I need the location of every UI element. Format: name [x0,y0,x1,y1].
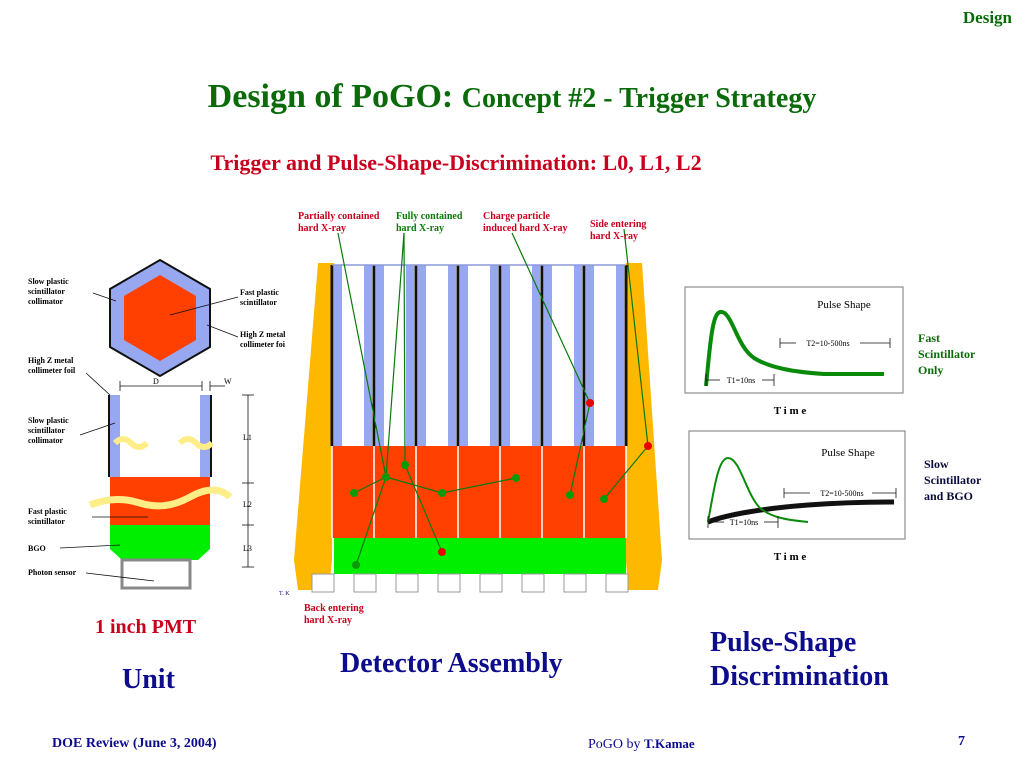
slow-side-line-3: and BGO [924,489,974,503]
photon-sensor [605,573,629,593]
slow-t2: T2=10-500ns [820,489,863,498]
fast-t2: T2=10-500ns [806,339,849,348]
unit-caption: Unit [122,664,175,695]
fast-side-line-2: Scintillator [918,347,976,361]
slow-t1: T1=10ns [730,518,759,527]
pulse-shape-caption: Pulse-Shape Discrimination [710,626,889,694]
photon-sensor [479,573,503,593]
collimator-column [416,265,458,446]
fast-xlabel: T i m e [774,405,807,417]
fast-scintillator-band [332,446,626,538]
label-partially-contained: Partially contained hard X-ray [298,211,382,234]
slide-title: Design of PoGO: Concept #2 - Trigger Str… [0,78,1024,116]
footer-author: T.Kamae [644,736,695,751]
label-side-entering: Side entering hard X-ray [590,219,649,242]
pulse-shape-slow: Pulse Shape T2=10-500ns T1=10ns T i m e [688,430,906,563]
unit-hollow [110,395,210,477]
slow-side-label: Slow Scintillator and BGO [924,456,981,504]
slow-scintillator-left [294,263,334,590]
section-tag: Design [962,8,1012,27]
photon-sensor [563,573,587,593]
detector-caption: Detector Assembly [340,648,563,679]
footer-center: PoGO by T.Kamae [588,736,695,753]
unit-photon-sensor [120,558,192,590]
unit-bgo [110,525,210,560]
fast-side-line-3: Only [918,363,944,377]
title-sub: Concept #2 - Trigger Strategy [461,83,817,114]
corner-mark: T. K [279,591,290,597]
dim-l3: L3 [243,544,252,553]
collimator-column [458,265,500,446]
slow-side-line-1: Slow [924,457,949,471]
fast-plot-title: Pulse Shape [817,299,871,311]
label-back-entering: Back entering hard X-ray [304,603,366,626]
fast-component-curve [707,456,809,523]
bgo-band [334,538,626,574]
slow-side-line-2: Scintillator [924,473,982,487]
label-charge-particle: Charge particle induced hard X-ray [483,211,567,234]
label-high-z-left: High Z metal collimeter foil [28,356,76,375]
detector-assembly-diagram: Partially contained hard X-ray Fully con… [279,211,662,626]
pulse-caption-line-2: Discrimination [710,661,889,692]
pulse-caption-line-1: Pulse-Shape [710,627,857,658]
photon-sensor [353,573,377,593]
collimator-column [500,265,542,446]
label-fast-plastic-top: Fast plastic scintillator [240,288,281,307]
photon-sensor [395,573,419,593]
label-high-z-right: High Z metal collimeter foi [240,330,287,349]
collimator-column [584,265,626,446]
collimator-column [542,265,584,446]
unit-collimator-right [200,395,210,477]
fast-side-line-1: Fast [918,331,940,345]
trajectories [337,228,649,566]
collimator-columns [330,264,628,446]
unit-collimator-left [110,395,120,477]
unit-diagram: Slow plastic scintillator collimator Fas… [28,258,287,590]
slow-scintillator-right [626,263,662,590]
fast-pulse-curve [704,310,884,387]
hex-fast-scintillator [124,275,196,361]
title-main: Design of PoGO: [207,78,454,115]
fast-side-label: Fast Scintillator Only [918,330,975,378]
slide-subtitle: Trigger and Pulse-Shape-Discrimination: … [210,150,702,175]
footer-prefix: PoGO by [588,737,641,752]
interaction-points [350,399,652,569]
photon-sensor [521,573,545,593]
dim-w: W [224,377,232,386]
page-number: 7 [958,734,965,749]
label-fully-contained: Fully contained hard X-ray [396,211,465,234]
dim-l1: L1 [243,433,252,442]
photon-sensor [311,573,335,593]
slow-plot-title: Pulse Shape [821,447,875,459]
label-fast-plastic-side: Fast plastic scintillator [28,507,69,526]
label-bgo: BGO [28,544,46,553]
dim-l2: L2 [243,500,252,509]
fast-t1: T1=10ns [727,376,756,385]
collimator-column [332,265,374,446]
pulse-shape-fast: Pulse Shape T2=10-500ns T1=10ns T i m e [684,286,904,417]
slow-xlabel: T i m e [774,551,807,563]
footer-left: DOE Review (June 3, 2004) [52,736,217,751]
label-slow-collimator-top: Slow plastic scintillator collimator [28,277,71,306]
label-photon-sensor: Photon sensor [28,568,77,577]
slow-pulse-curve [707,499,895,525]
bgo-feet [311,573,629,593]
dim-d: D [153,377,159,386]
label-slow-collimator-side: Slow plastic scintillator collimator [28,416,71,445]
photon-sensor [437,573,461,593]
pmt-label: 1 inch PMT [95,616,197,638]
